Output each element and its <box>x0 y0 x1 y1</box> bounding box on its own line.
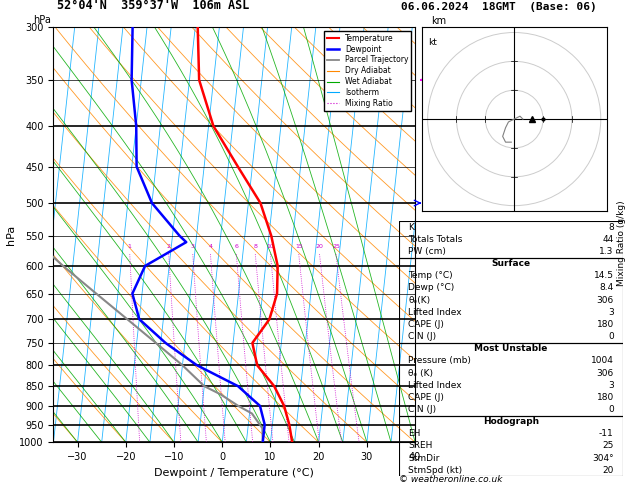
Text: 0: 0 <box>608 405 614 414</box>
Text: CIN (J): CIN (J) <box>408 405 437 414</box>
Text: 10: 10 <box>267 244 274 249</box>
Text: 1: 1 <box>128 244 131 249</box>
Text: ASL: ASL <box>431 37 450 47</box>
Text: Lifted Index: Lifted Index <box>408 308 462 317</box>
Text: 3: 3 <box>191 244 195 249</box>
Text: © weatheronline.co.uk: © weatheronline.co.uk <box>399 474 503 484</box>
Text: 1004: 1004 <box>591 356 614 365</box>
Text: StmSpd (kt): StmSpd (kt) <box>408 466 462 475</box>
Text: Dewp (°C): Dewp (°C) <box>408 283 455 293</box>
Text: 20: 20 <box>316 244 323 249</box>
Text: 306: 306 <box>596 295 614 305</box>
Text: 52°04'N  359°37'W  106m ASL: 52°04'N 359°37'W 106m ASL <box>57 0 249 12</box>
Text: 25: 25 <box>603 441 614 451</box>
Text: 180: 180 <box>596 393 614 402</box>
Text: Totals Totals: Totals Totals <box>408 235 463 244</box>
Y-axis label: hPa: hPa <box>6 225 16 244</box>
Text: Pressure (mb): Pressure (mb) <box>408 356 471 365</box>
Text: 1.3: 1.3 <box>599 247 614 256</box>
Text: 8.4: 8.4 <box>599 283 614 293</box>
Text: 3: 3 <box>608 381 614 390</box>
Text: hPa: hPa <box>33 15 52 25</box>
Text: 25: 25 <box>332 244 340 249</box>
Text: 15: 15 <box>295 244 303 249</box>
Text: Surface: Surface <box>491 259 531 268</box>
Text: StmDir: StmDir <box>408 453 440 463</box>
Text: SREH: SREH <box>408 441 433 451</box>
Text: CAPE (J): CAPE (J) <box>408 393 444 402</box>
Text: 180: 180 <box>596 320 614 329</box>
Text: 14.5: 14.5 <box>594 271 614 280</box>
Text: 306: 306 <box>596 368 614 378</box>
Text: Mixing Ratio (g/kg): Mixing Ratio (g/kg) <box>617 200 626 286</box>
Text: θₑ (K): θₑ (K) <box>408 368 433 378</box>
Text: 0: 0 <box>608 332 614 341</box>
Text: 6: 6 <box>235 244 238 249</box>
Text: 4: 4 <box>208 244 213 249</box>
Text: CAPE (J): CAPE (J) <box>408 320 444 329</box>
Text: Temp (°C): Temp (°C) <box>408 271 453 280</box>
Text: 2: 2 <box>167 244 170 249</box>
Text: K: K <box>408 223 415 232</box>
Text: -11: -11 <box>599 429 614 438</box>
Text: Lifted Index: Lifted Index <box>408 381 462 390</box>
Text: 3: 3 <box>608 308 614 317</box>
Text: θₑ(K): θₑ(K) <box>408 295 430 305</box>
Legend: Temperature, Dewpoint, Parcel Trajectory, Dry Adiabat, Wet Adiabat, Isotherm, Mi: Temperature, Dewpoint, Parcel Trajectory… <box>324 31 411 111</box>
Text: PW (cm): PW (cm) <box>408 247 446 256</box>
Text: kt: kt <box>428 38 437 47</box>
Text: Most Unstable: Most Unstable <box>474 344 548 353</box>
Text: CIN (J): CIN (J) <box>408 332 437 341</box>
Text: 44: 44 <box>603 235 614 244</box>
Text: 304°: 304° <box>592 453 614 463</box>
X-axis label: Dewpoint / Temperature (°C): Dewpoint / Temperature (°C) <box>154 468 314 478</box>
Text: 8: 8 <box>608 223 614 232</box>
Text: 20: 20 <box>603 466 614 475</box>
Text: km: km <box>431 16 447 26</box>
Text: 8: 8 <box>253 244 257 249</box>
Text: 06.06.2024  18GMT  (Base: 06): 06.06.2024 18GMT (Base: 06) <box>401 2 596 12</box>
Text: Hodograph: Hodograph <box>483 417 539 426</box>
Text: EH: EH <box>408 429 421 438</box>
